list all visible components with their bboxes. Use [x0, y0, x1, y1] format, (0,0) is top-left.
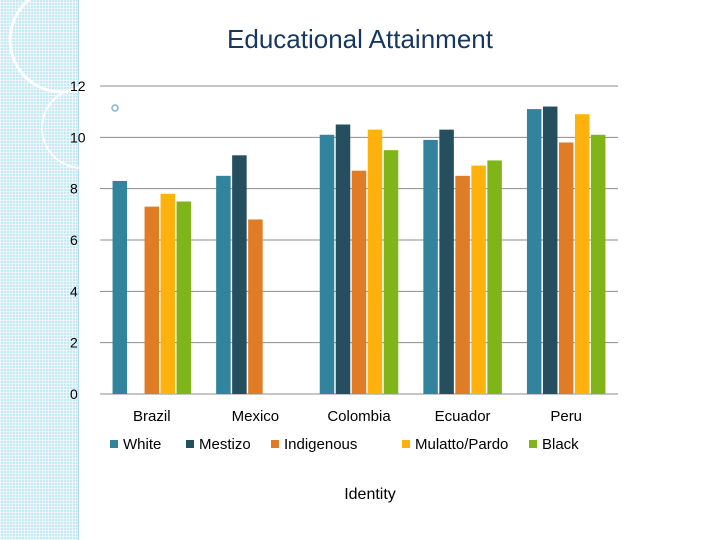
bars	[112, 106, 606, 395]
bar	[319, 134, 335, 394]
y-tick-label: 6	[70, 232, 78, 248]
decorative-circles	[8, 0, 123, 169]
bar	[439, 129, 454, 394]
bar	[558, 142, 574, 394]
x-tick-label: Peru	[550, 408, 582, 425]
legend-item: Mestizo	[186, 436, 251, 453]
legend-swatch	[186, 440, 194, 448]
bar	[144, 206, 160, 394]
legend-swatch	[271, 440, 279, 448]
y-axis-ticks: 0 2 4 6 8 10 12	[70, 78, 86, 402]
bar	[526, 109, 542, 394]
legend-swatch	[110, 440, 118, 448]
x-tick-label: Brazil	[133, 408, 171, 425]
y-tick-label: 8	[70, 181, 78, 197]
bar	[471, 165, 486, 394]
legend: White Mestizo Indigenous Mulatto/Pardo Black	[110, 436, 610, 456]
legend-item: White	[110, 436, 161, 453]
chart-title: Educational Attainment	[227, 24, 493, 54]
bar	[176, 201, 192, 394]
legend-swatch	[402, 440, 410, 448]
y-tick-label: 4	[70, 283, 78, 299]
bar	[455, 175, 470, 394]
bar	[367, 129, 383, 394]
bar	[232, 155, 247, 394]
legend-item: Indigenous	[271, 436, 357, 453]
x-tick-label: Colombia	[327, 408, 391, 425]
legend-item: Mulatto/Pardo	[402, 436, 508, 453]
legend-swatch	[529, 440, 537, 448]
legend-label: Indigenous	[284, 436, 358, 453]
y-tick-label: 10	[70, 129, 86, 145]
bar	[160, 193, 176, 394]
legend-item: Black	[529, 436, 579, 453]
x-tick-label: Mexico	[232, 408, 280, 425]
y-tick-label: 0	[70, 386, 78, 402]
bar	[383, 150, 399, 394]
x-tick-label: Ecuador	[435, 408, 491, 425]
y-tick-label: 12	[70, 78, 86, 94]
legend-label: Mestizo	[199, 436, 251, 453]
bar	[423, 139, 438, 394]
y-tick-label: 2	[70, 335, 78, 351]
x-axis-label: Identity	[344, 486, 396, 503]
bar	[112, 180, 128, 394]
bar	[574, 114, 590, 394]
bar	[351, 170, 367, 394]
x-axis-labels: Brazil Mexico Colombia Ecuador Peru	[133, 408, 582, 425]
bar	[487, 160, 502, 394]
decorative-side-strip	[0, 0, 79, 540]
bar	[216, 175, 231, 394]
bar	[335, 124, 351, 394]
bar	[542, 106, 558, 395]
bar	[590, 134, 606, 394]
legend-label: Mulatto/Pardo	[415, 436, 509, 453]
legend-label: White	[123, 436, 162, 453]
bar	[248, 219, 263, 394]
legend-label: Black	[542, 436, 579, 453]
